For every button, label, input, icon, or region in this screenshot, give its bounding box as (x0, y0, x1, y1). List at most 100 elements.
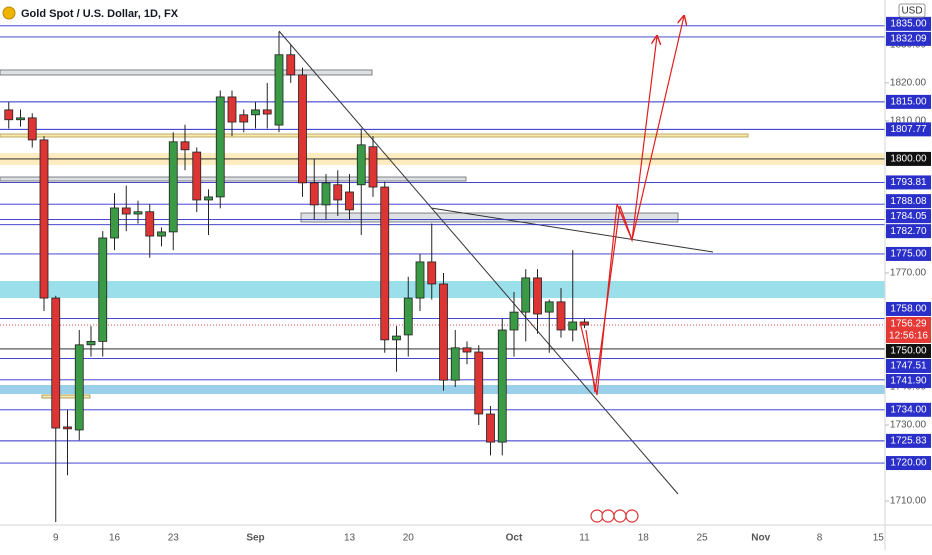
time-axis: Aug91623Sep1320Oct111825Nov815 (53, 533, 885, 544)
x-tick-label: 18 (638, 533, 650, 544)
price-label: 1734.00 (890, 404, 927, 415)
candle-body (533, 277, 542, 315)
price-label-box (886, 151, 931, 166)
candle-body (239, 114, 249, 123)
x-tick-label: Nov (751, 533, 770, 544)
candle-body (192, 151, 202, 201)
x-tick-label: 16 (109, 533, 121, 544)
x-tick-label: 15 (873, 533, 885, 544)
candle-body (133, 211, 143, 215)
candle-body (580, 321, 589, 326)
y-tick-label: 1710.00 (890, 496, 927, 507)
projection-arrow (585, 16, 684, 393)
price-label: 1782.70 (890, 226, 927, 237)
projection (579, 16, 684, 396)
x-tick-label: Oct (506, 533, 523, 544)
price-label: 1750.00 (890, 346, 927, 357)
candle-body (227, 96, 237, 123)
price-label-box (886, 194, 931, 209)
event-icon (601, 509, 615, 523)
candle-body (27, 117, 37, 141)
candle-body (180, 141, 190, 151)
x-tick-label: 8 (817, 533, 823, 544)
candle-body (204, 196, 213, 201)
price-label-box (886, 402, 931, 417)
candle-body (39, 139, 49, 299)
price-label-box (886, 358, 931, 373)
y-tick-label: 1820.00 (890, 78, 927, 89)
price-label: 1832.09 (890, 34, 927, 45)
price-label: 1807.77 (890, 124, 927, 135)
currency-label[interactable]: USD (901, 6, 922, 17)
price-label: 1741.90 (890, 376, 927, 387)
candle-body (497, 329, 507, 443)
candle-body (392, 335, 401, 341)
price-label: 1793.81 (890, 177, 927, 188)
candle-body (415, 261, 425, 299)
candle-body (427, 261, 437, 285)
event-icon (613, 509, 627, 523)
candle-body (63, 426, 72, 430)
candle-body (568, 321, 578, 331)
candle-body (110, 207, 119, 239)
price-label: 1747.51 (890, 361, 927, 372)
candle-body (486, 413, 495, 443)
candle-body (274, 54, 284, 126)
zone (0, 69, 373, 76)
countdown-label: 12:56:16 (889, 331, 928, 342)
candle-body (462, 347, 472, 353)
price-label: 1775.00 (890, 249, 927, 260)
x-tick-label: 9 (53, 533, 59, 544)
candle-body (403, 297, 413, 336)
price-label: 1725.83 (890, 436, 927, 447)
zone (0, 385, 885, 394)
candle-body (544, 301, 554, 313)
trend-line (430, 207, 714, 253)
candle-body (286, 54, 296, 76)
price-label-box (886, 343, 931, 358)
price-label-box (886, 316, 931, 343)
price-label: 1720.00 (890, 458, 927, 469)
x-tick-label: 11 (579, 533, 590, 544)
candle-body (51, 297, 61, 429)
candle-body (450, 347, 460, 381)
price-label-box (886, 94, 931, 109)
price-label: 1800.00 (890, 154, 927, 165)
candle-body (345, 191, 354, 211)
price-label: 1758.00 (890, 304, 927, 315)
candle-body (262, 109, 272, 115)
x-tick-label: 20 (403, 533, 415, 544)
candle-body (356, 144, 366, 186)
price-label: 1815.00 (890, 97, 927, 108)
x-tick-label: 23 (168, 533, 180, 544)
candle-body (556, 301, 566, 331)
candle-body (251, 109, 260, 116)
currency-badge[interactable] (898, 3, 926, 18)
candle-body (16, 117, 25, 121)
price-label: 1756.29 (890, 319, 927, 330)
y-tick-label: 1770.00 (890, 268, 927, 279)
candles (4, 31, 589, 522)
x-tick-label: 13 (344, 533, 356, 544)
candle-body (98, 237, 108, 342)
x-tick-label: 25 (696, 533, 708, 544)
candle-body (121, 207, 131, 215)
y-tick-label: 1730.00 (890, 420, 927, 431)
event-icon (625, 509, 639, 523)
event-icon (590, 509, 604, 523)
candle-body (439, 283, 448, 381)
candle-body (509, 311, 519, 331)
price-label-box (886, 301, 931, 316)
price-label-box (886, 373, 931, 388)
price-label-box (886, 122, 931, 137)
price-label-box (886, 456, 931, 471)
price-label-box (886, 16, 931, 31)
candle-body (474, 351, 484, 415)
price-label: 1784.05 (890, 211, 927, 222)
zone (0, 176, 467, 182)
price-label-box (886, 175, 931, 190)
event-icons (590, 509, 639, 523)
candle-body (521, 277, 531, 313)
candle-body (74, 344, 84, 431)
